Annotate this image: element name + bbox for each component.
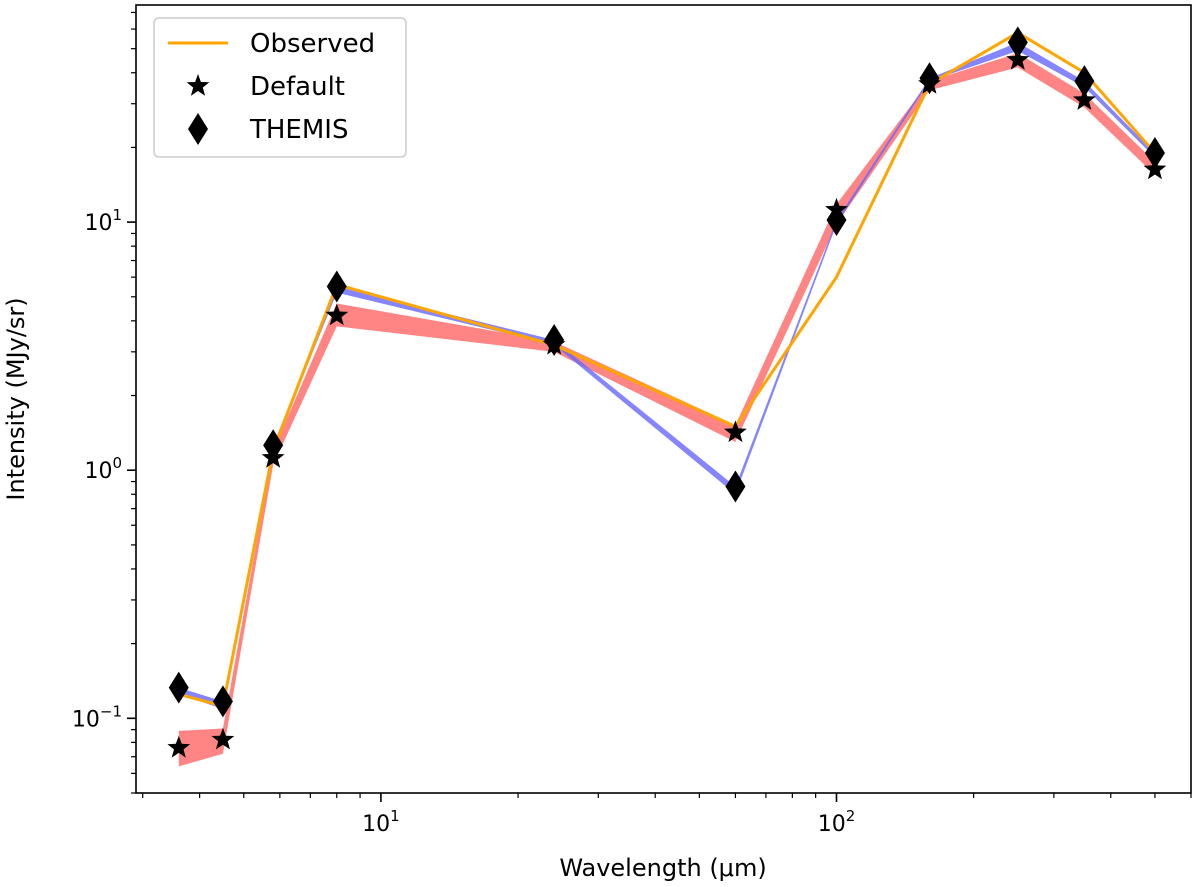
x-axis-title: Wavelength (μm) — [559, 854, 766, 882]
y-axis-title: Intensity (MJy/sr) — [2, 297, 30, 500]
x-tick-exponent: 2 — [846, 807, 856, 825]
default-star-marker — [167, 735, 191, 758]
band-default-segment — [735, 204, 837, 442]
themis-diamond-marker — [826, 203, 847, 236]
y-tick-label: 101 — [84, 206, 122, 236]
band-themis-segment — [1084, 81, 1155, 158]
legend-diamond-shape — [188, 113, 208, 145]
default-star-marker — [724, 420, 747, 443]
x-tick-base: 10 — [818, 812, 846, 837]
default-star-marker — [211, 727, 235, 750]
x-tick-base: 10 — [362, 812, 390, 837]
themis-diamond-marker — [1007, 26, 1028, 59]
band-default-segment — [178, 728, 223, 767]
y-tick-base: 10 — [84, 459, 112, 484]
x-axis-ticks: 101 102 — [142, 793, 1192, 837]
default-star-marker — [325, 303, 349, 326]
themis-diamond-marker — [725, 470, 746, 503]
band-default-segment — [336, 303, 555, 352]
plot-frame — [135, 4, 1192, 794]
themis-diamond-marker — [263, 429, 284, 462]
themis-diamond-marker — [919, 62, 940, 95]
legend-observed-label: Observed — [250, 29, 375, 59]
band-themis-segment — [836, 78, 930, 225]
band-default-segment — [222, 450, 274, 754]
legend-default-star-icon — [186, 74, 210, 96]
y-tick-label: 10−1 — [72, 702, 122, 732]
legend-box — [153, 17, 407, 158]
themis-diamond-marker — [1074, 65, 1095, 98]
y-tick-exponent: −1 — [100, 702, 122, 720]
themis-diamond-marker — [544, 323, 565, 356]
band-themis-segment — [554, 339, 736, 495]
y-tick-base: 10 — [84, 211, 112, 236]
x-tick-exponent: 1 — [390, 807, 400, 825]
y-tick-exponent: 0 — [112, 454, 122, 472]
band-default-segment — [929, 53, 1018, 91]
series-markers — [167, 26, 1167, 758]
themis-diamond-marker — [212, 685, 233, 718]
band-themis-segment — [735, 219, 837, 495]
themis-diamond-marker — [326, 270, 347, 303]
band-default-segment — [1084, 93, 1155, 175]
x-tick-label: 102 — [818, 807, 856, 837]
y-tick-base: 10 — [72, 707, 100, 732]
x-tick-label: 101 — [362, 807, 400, 837]
legend: Observed Default THEMIS — [153, 17, 407, 158]
legend-themis-diamond-icon — [188, 113, 208, 145]
default-star-marker — [1072, 88, 1096, 110]
band-default-segment — [273, 303, 337, 465]
themis-diamond-marker — [1144, 136, 1165, 169]
y-tick-label: 100 — [84, 454, 122, 484]
legend-default-label: Default — [250, 72, 345, 102]
y-tick-exponent: 1 — [112, 206, 122, 224]
band-default-segment — [1017, 53, 1085, 108]
band-themis-segment — [1017, 42, 1085, 88]
default-star-marker — [1006, 48, 1030, 70]
legend-themis-label: THEMIS — [249, 115, 348, 145]
themis-diamond-marker — [168, 671, 189, 704]
legend-star-shape — [186, 74, 210, 96]
